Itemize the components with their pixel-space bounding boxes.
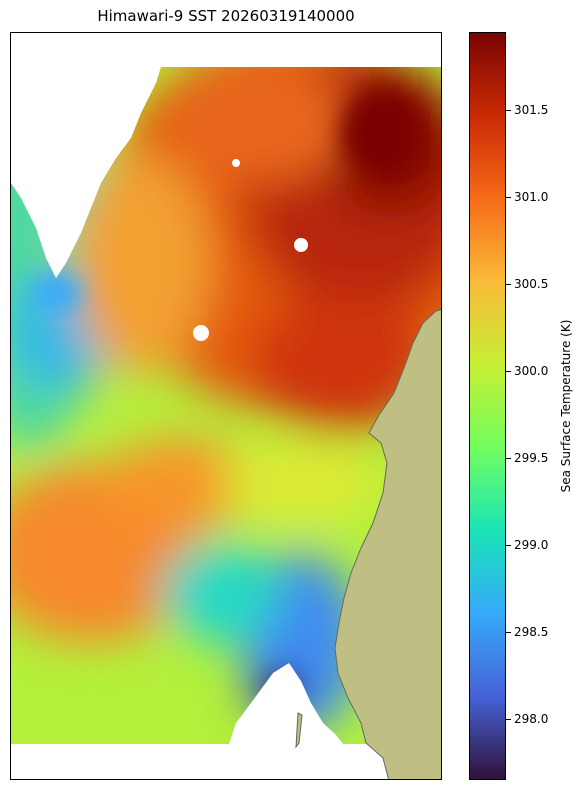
colorbar-tick [506,110,511,111]
colorbar-tick [506,284,511,285]
colorbar-tick [506,545,511,546]
colorbar-tick-label: 298.0 [514,712,549,726]
colorbar-tick-label: 299.5 [514,451,549,465]
colorbar-tick-label: 298.5 [514,625,549,639]
colorbar-tick [506,632,511,633]
colorbar-label: Sea Surface Temperature (K) [559,319,573,493]
colorbar-tick [506,371,511,372]
sst-map [10,32,442,780]
missing-data [11,33,441,779]
colorbar-tick-label: 300.0 [514,364,549,378]
colorbar-tick [506,197,511,198]
land [334,309,441,779]
sst-map-canvas [11,33,441,779]
sst-field [11,67,441,744]
colorbar-tick [506,458,511,459]
colorbar-tick-label: 300.5 [514,277,549,291]
colorbar [469,32,506,780]
colorbar-tick-label: 299.0 [514,538,549,552]
islet [295,712,303,749]
colorbar-tick [506,719,511,720]
colorbar-tick-label: 301.5 [514,103,549,117]
colorbar-tick-label: 301.0 [514,190,549,204]
map-title: Himawari-9 SST 20260319140000 [97,7,355,25]
